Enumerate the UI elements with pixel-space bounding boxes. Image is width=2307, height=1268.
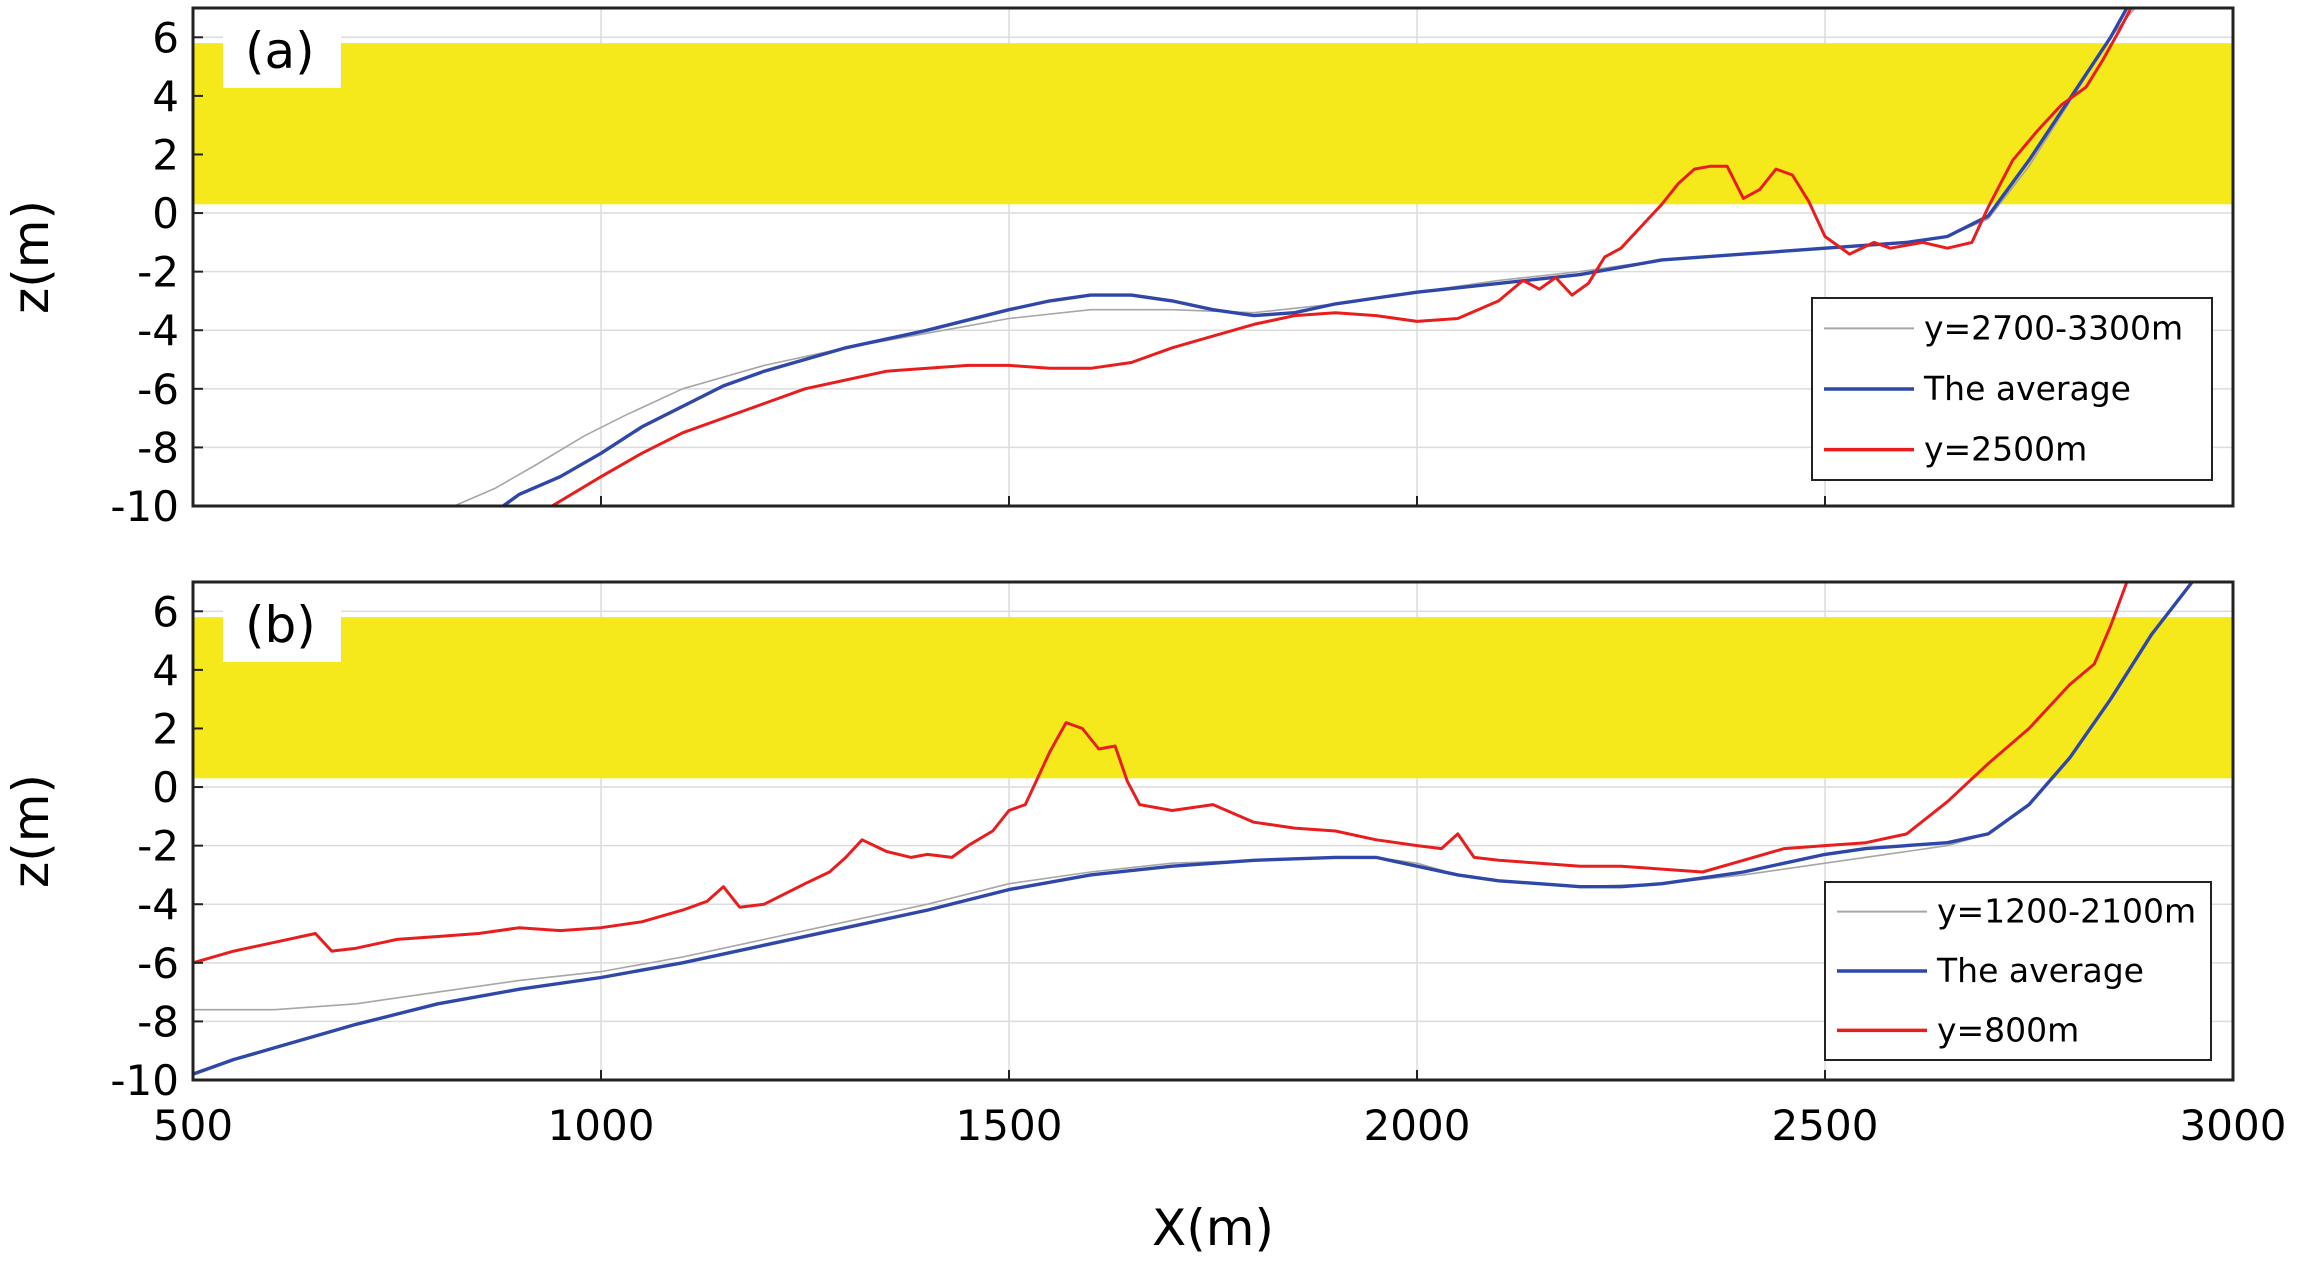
- y-tick-label: -10: [110, 1056, 179, 1105]
- legend-label-1: y=2700-3300m: [1924, 308, 2183, 347]
- y-tick-label: -4: [137, 306, 179, 355]
- shaded-band: [193, 617, 2233, 779]
- y-tick-label: 0: [152, 189, 179, 238]
- series-line-3: [193, 582, 2129, 965]
- y-axis-label: z(m): [2, 200, 60, 314]
- y-tick-label: -8: [137, 997, 179, 1046]
- y-tick-label: -6: [137, 365, 179, 414]
- panel-tag: (a): [245, 22, 315, 80]
- y-tick-label: -8: [137, 423, 179, 472]
- legend: y=1200-2100m The average y=800m: [1824, 881, 2212, 1061]
- x-tick-label: 1500: [956, 1101, 1063, 1150]
- x-tick-label: 2500: [1772, 1101, 1879, 1150]
- x-tick-label: 500: [153, 1101, 233, 1150]
- chart-panel-1: (a) -10 -8 -6 -4 -2 0 2 4 6 z(m) y=2700-3300m The av…: [2, 6, 2235, 531]
- y-tick-label: 6: [152, 13, 179, 62]
- legend-label-2: The average: [1923, 369, 2131, 408]
- y-tick-label: -6: [137, 939, 179, 988]
- panel-tag-box: [223, 584, 341, 662]
- y-tick-label: 4: [152, 72, 179, 121]
- y-tick-label: 0: [152, 763, 179, 812]
- series-line-2: [193, 582, 2194, 1076]
- panel-tag-box: [223, 10, 341, 88]
- legend-label-2: The average: [1936, 951, 2144, 990]
- series-group: [193, 582, 2194, 1076]
- y-tick-label: 2: [152, 704, 179, 753]
- shaded-band: [193, 43, 2233, 205]
- x-axis-label: X(m): [1152, 1199, 1274, 1257]
- chart-panel-2: (b) -10 -8 -6 -4 -2 0 2 4 6 500 1000 1500 2000 2500 300…: [2, 580, 2287, 1257]
- y-tick-label: 6: [152, 587, 179, 636]
- x-tick-label: 2000: [1364, 1101, 1471, 1150]
- legend-label-3: y=800m: [1937, 1010, 2079, 1049]
- y-axis-label: z(m): [2, 774, 60, 888]
- series-line-2: [502, 8, 2129, 506]
- axes-box: [191, 6, 2235, 508]
- series-group: [453, 8, 2136, 506]
- legend-label-3: y=2500m: [1924, 430, 2087, 469]
- axes-box: [191, 580, 2235, 1082]
- y-tick-label: -10: [110, 482, 179, 531]
- x-tick-label: 3000: [2180, 1101, 2287, 1150]
- legend: y=2700-3300m The average y=2500m: [1811, 297, 2213, 481]
- y-tick-label: -2: [137, 822, 179, 871]
- y-tick-label: -2: [137, 248, 179, 297]
- series-line-3: [551, 8, 2133, 506]
- legend-label-1: y=1200-2100m: [1937, 892, 2196, 931]
- panel-tag: (b): [245, 596, 316, 654]
- y-tick-label: -4: [137, 880, 179, 929]
- y-tick-label: 4: [152, 646, 179, 695]
- y-tick-label: 2: [152, 130, 179, 179]
- x-tick-label: 1000: [548, 1101, 655, 1150]
